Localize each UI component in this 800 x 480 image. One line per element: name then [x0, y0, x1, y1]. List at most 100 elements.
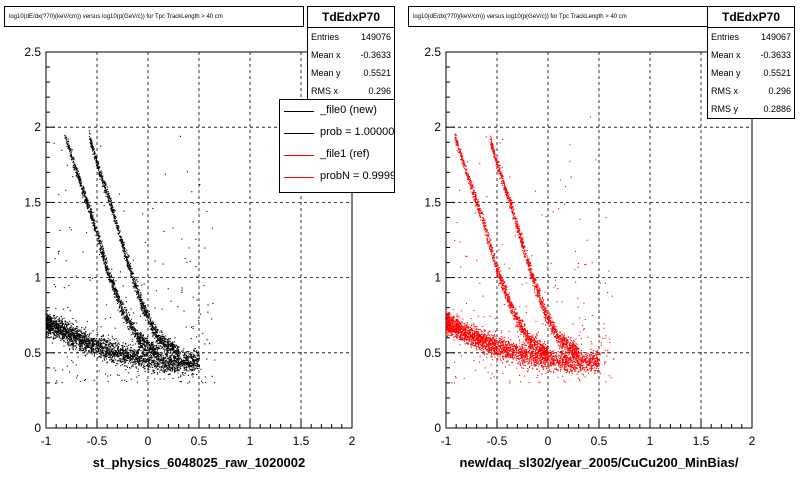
- scatter-point: [46, 333, 48, 335]
- scatter-point: [113, 281, 115, 283]
- scatter-point: [145, 313, 147, 315]
- scatter-point: [114, 222, 116, 224]
- scatter-point: [134, 358, 136, 360]
- scatter-point: [156, 334, 158, 336]
- scatter-point: [121, 352, 123, 354]
- scatter-point: [168, 338, 170, 340]
- scatter-point: [147, 320, 149, 322]
- scatter-point: [130, 354, 132, 356]
- scatter-point: [85, 340, 87, 342]
- scatter-point: [63, 345, 65, 347]
- scatter-point: [107, 272, 109, 274]
- scatter-point: [109, 352, 111, 354]
- scatter-point: [63, 329, 65, 331]
- scatter-point: [106, 351, 108, 353]
- scatter-point: [50, 323, 52, 325]
- scatter-point: [173, 360, 175, 362]
- scatter-point: [46, 310, 48, 312]
- scatter-point: [103, 185, 105, 187]
- scatter-point: [109, 343, 111, 345]
- scatter-point: [81, 184, 83, 186]
- scatter-point: [102, 254, 104, 256]
- scatter-point: [170, 359, 172, 361]
- scatter-point: [126, 313, 128, 315]
- scatter-point: [179, 363, 181, 365]
- scatter-point: [172, 342, 174, 344]
- scatter-point: [121, 314, 123, 316]
- scatter-point: [105, 358, 107, 360]
- scatter-point: [100, 326, 102, 328]
- scatter-point: [86, 340, 88, 342]
- scatter-point: [76, 321, 78, 323]
- scatter-point: [144, 342, 146, 344]
- scatter-point: [84, 346, 86, 348]
- scatter-point: [191, 191, 193, 193]
- scatter-point: [128, 265, 130, 267]
- scatter-point: [124, 356, 126, 358]
- scatter-point: [197, 357, 199, 359]
- scatter-point: [106, 186, 108, 188]
- scatter-point: [78, 173, 80, 175]
- scatter-point: [84, 379, 86, 381]
- scatter-point: [83, 339, 85, 341]
- scatter-point: [113, 289, 115, 291]
- scatter-point: [117, 342, 119, 344]
- scatter-point: [68, 333, 70, 335]
- scatter-point: [102, 335, 104, 337]
- scatter-point: [52, 338, 54, 340]
- scatter-point: [135, 288, 137, 290]
- scatter-point: [111, 358, 113, 360]
- scatter-point: [106, 352, 108, 354]
- scatter-point: [90, 205, 92, 207]
- scatter-point: [153, 352, 155, 354]
- scatter-point: [140, 297, 142, 299]
- scatter-point: [86, 205, 88, 207]
- scatter-point: [98, 232, 100, 234]
- scatter-point: [143, 302, 145, 304]
- scatter-point: [148, 315, 150, 317]
- scatter-point: [87, 336, 89, 338]
- scatter-point: [127, 321, 129, 323]
- scatter-point: [119, 299, 121, 301]
- scatter-point: [102, 184, 104, 186]
- scatter-point: [88, 204, 90, 206]
- scatter-point: [87, 343, 89, 345]
- scatter-point: [118, 228, 120, 230]
- scatter-point: [61, 324, 63, 326]
- scatter-point: [192, 368, 194, 370]
- scatter-point: [68, 328, 70, 330]
- scatter-point: [60, 326, 62, 328]
- scatter-point: [152, 360, 154, 362]
- scatter-point: [161, 362, 163, 364]
- scatter-point: [79, 333, 81, 335]
- scatter-point: [125, 354, 127, 356]
- scatter-point: [47, 319, 49, 321]
- scatter-point: [122, 353, 124, 355]
- scatter-point: [137, 339, 139, 341]
- scatter-point: [73, 333, 75, 335]
- scatter-point: [97, 344, 99, 346]
- scatter-point: [152, 322, 154, 324]
- scatter-point: [112, 284, 114, 286]
- scatter-point: [129, 323, 131, 325]
- scatter-point: [182, 365, 184, 367]
- scatter-point: [50, 329, 52, 331]
- scatter-point: [91, 346, 93, 348]
- scatter-point: [109, 201, 111, 203]
- scatter-point: [97, 348, 99, 350]
- scatter-point: [46, 331, 48, 333]
- scatter-point: [116, 293, 118, 295]
- scatter-point: [132, 357, 134, 359]
- scatter-point: [142, 359, 144, 361]
- scatter-point: [95, 346, 97, 348]
- scatter-point: [112, 283, 114, 285]
- scatter-point: [152, 331, 154, 333]
- scatter-point: [106, 266, 108, 268]
- scatter-point: [144, 367, 146, 369]
- scatter-point: [157, 329, 159, 331]
- scatter-point: [157, 347, 159, 349]
- scatter-point: [106, 262, 108, 264]
- scatter-point: [165, 365, 167, 367]
- scatter-point: [89, 138, 91, 140]
- scatter-point: [119, 238, 121, 240]
